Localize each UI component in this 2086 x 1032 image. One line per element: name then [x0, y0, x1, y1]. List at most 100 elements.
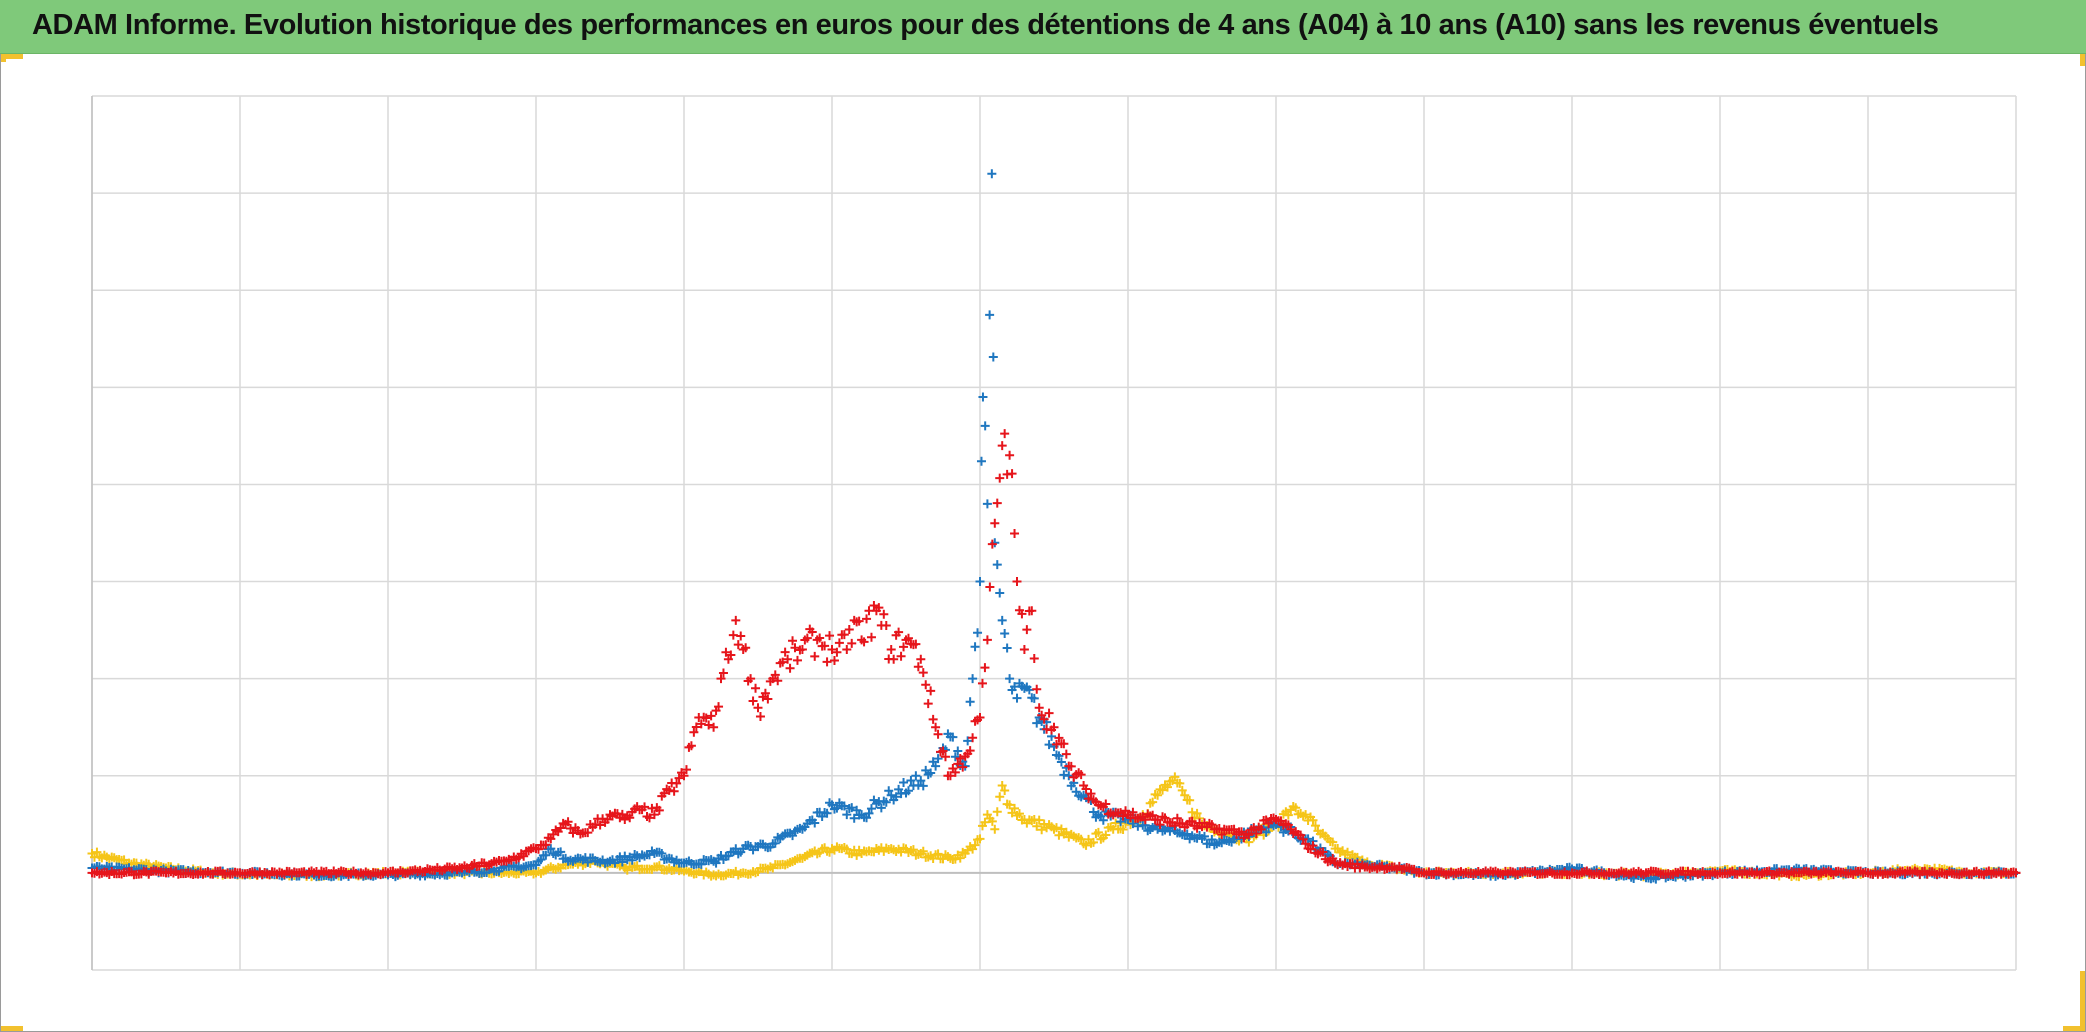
data-point — [753, 703, 763, 713]
data-point — [987, 169, 997, 179]
data-point — [1084, 794, 1094, 804]
data-point — [988, 352, 998, 362]
data-point — [958, 762, 968, 772]
data-point — [706, 711, 716, 721]
data-point — [1170, 772, 1180, 782]
data-point — [881, 620, 891, 630]
data-point — [802, 633, 812, 643]
data-point — [928, 714, 938, 724]
data-point — [657, 849, 667, 859]
data-point — [1182, 829, 1192, 839]
data-point — [541, 840, 551, 850]
data-point — [906, 775, 916, 785]
data-point — [1251, 828, 1261, 838]
corner-accent-top-right — [2080, 54, 2085, 66]
data-point — [1256, 824, 1266, 834]
data-point — [1064, 771, 1074, 781]
data-point — [815, 633, 825, 643]
data-point — [1283, 810, 1293, 820]
data-point — [995, 792, 1005, 802]
data-point — [1153, 790, 1163, 800]
data-point — [2011, 868, 2021, 878]
data-marks — [87, 169, 2021, 884]
data-point — [1192, 808, 1202, 818]
data-point — [913, 662, 923, 672]
data-point — [886, 645, 896, 655]
data-point — [1086, 789, 1096, 799]
data-point — [847, 803, 857, 813]
data-point — [1261, 827, 1271, 837]
data-point — [911, 771, 921, 781]
data-point — [881, 797, 891, 807]
data-point — [992, 560, 1002, 570]
data-point — [879, 609, 889, 619]
data-point — [672, 778, 682, 788]
data-point — [1177, 785, 1187, 795]
data-point — [1032, 821, 1042, 831]
data-point — [916, 776, 926, 786]
data-point — [686, 741, 696, 751]
data-point — [953, 759, 963, 769]
data-point — [1101, 799, 1111, 809]
data-point — [926, 768, 936, 778]
data-point — [931, 722, 941, 732]
data-point — [1039, 714, 1049, 724]
data-point — [1017, 609, 1027, 619]
data-point — [1118, 824, 1128, 834]
data-point — [1187, 807, 1197, 817]
data-point — [1175, 778, 1185, 788]
data-point — [1101, 830, 1111, 840]
data-point — [970, 840, 980, 850]
data-point — [1098, 815, 1108, 825]
data-point — [980, 421, 990, 431]
data-point — [1014, 809, 1024, 819]
data-point — [780, 647, 790, 657]
data-point — [563, 817, 573, 827]
data-point — [1310, 821, 1320, 831]
data-point — [1328, 837, 1338, 847]
data-point — [1128, 807, 1138, 817]
data-point — [1187, 816, 1197, 826]
data-point — [1007, 469, 1017, 479]
data-point — [640, 802, 650, 812]
data-point — [827, 645, 837, 655]
data-point — [926, 686, 936, 696]
data-point — [975, 713, 985, 723]
data-point — [1207, 835, 1217, 845]
data-point — [975, 577, 985, 587]
data-point — [1005, 800, 1015, 810]
data-point — [1116, 817, 1126, 827]
data-point — [899, 642, 909, 652]
data-point — [1054, 733, 1064, 743]
data-point — [1059, 739, 1069, 749]
data-point — [940, 752, 950, 762]
data-point — [1056, 757, 1066, 767]
data-point — [1054, 830, 1064, 840]
data-point — [976, 456, 986, 466]
data-point — [975, 834, 985, 844]
data-point — [908, 845, 918, 855]
data-point — [790, 643, 800, 653]
data-point — [1328, 854, 1338, 864]
data-point — [556, 847, 566, 857]
data-point — [644, 813, 654, 823]
data-point — [916, 654, 926, 664]
data-point — [918, 781, 928, 791]
data-point — [1000, 786, 1010, 796]
data-point — [980, 663, 990, 673]
data-point — [1318, 847, 1328, 857]
data-point — [970, 642, 980, 652]
data-point — [718, 668, 728, 678]
data-point — [1185, 795, 1195, 805]
data-point — [894, 627, 904, 637]
data-point — [822, 657, 832, 667]
data-point — [1111, 818, 1121, 828]
data-point — [1207, 820, 1217, 830]
data-point — [832, 803, 842, 813]
title-bar: ADAM Informe. Evolution historique des p… — [0, 0, 2086, 54]
data-point — [583, 828, 593, 838]
data-point — [822, 808, 832, 818]
data-point — [1162, 782, 1172, 792]
data-point — [854, 616, 864, 626]
